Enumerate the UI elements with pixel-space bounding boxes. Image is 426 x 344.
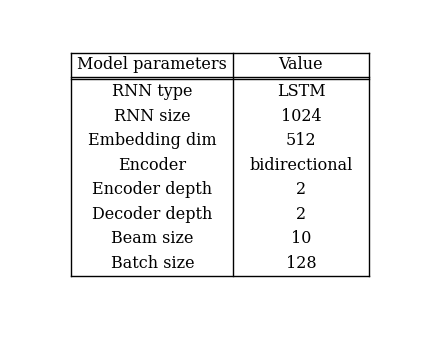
Text: 1024: 1024 bbox=[281, 108, 321, 125]
Text: Beam size: Beam size bbox=[111, 230, 194, 247]
Text: 512: 512 bbox=[285, 132, 316, 149]
Text: Encoder: Encoder bbox=[118, 157, 187, 174]
Text: Encoder depth: Encoder depth bbox=[92, 181, 213, 198]
Text: Embedding dim: Embedding dim bbox=[88, 132, 217, 149]
Text: 128: 128 bbox=[285, 255, 316, 272]
Text: RNN type: RNN type bbox=[112, 83, 193, 100]
Text: Model parameters: Model parameters bbox=[78, 56, 227, 73]
Text: bidirectional: bidirectional bbox=[249, 157, 353, 174]
Text: 2: 2 bbox=[296, 206, 306, 223]
Text: Batch size: Batch size bbox=[111, 255, 194, 272]
Text: Decoder depth: Decoder depth bbox=[92, 206, 213, 223]
Text: 2: 2 bbox=[296, 181, 306, 198]
Text: RNN size: RNN size bbox=[114, 108, 191, 125]
Text: LSTM: LSTM bbox=[276, 83, 325, 100]
Text: 10: 10 bbox=[291, 230, 311, 247]
Text: Value: Value bbox=[279, 56, 323, 73]
